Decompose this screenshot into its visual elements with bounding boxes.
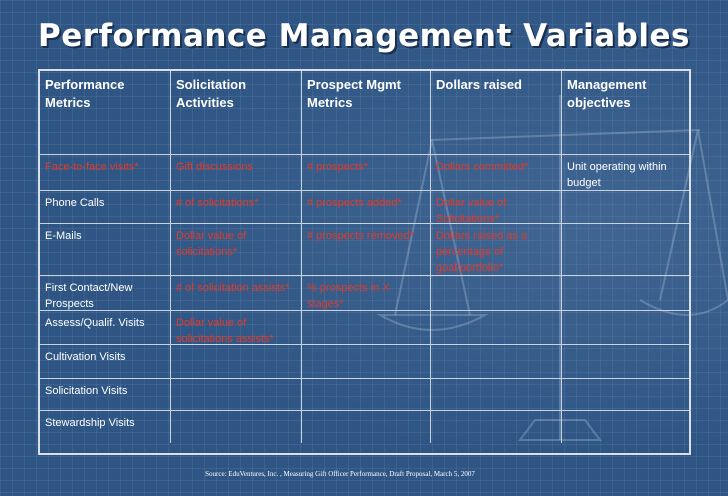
table-cell xyxy=(431,379,562,411)
table-cell: # of solicitation assists* xyxy=(171,276,302,311)
column-header: Management objectives xyxy=(562,71,689,155)
table-cell xyxy=(562,191,689,224)
table-cell: # prospects* xyxy=(302,155,431,191)
table-cell: Phone Calls xyxy=(40,191,171,224)
table-cell: Face-to-face visits* xyxy=(40,155,171,191)
table-cell: Dollar value of solicitations assists* xyxy=(171,311,302,345)
table-cell xyxy=(431,345,562,379)
table-cell: First Contact/New Prospects xyxy=(40,276,171,311)
table-cell: Dollars raised as a percentage of goal/p… xyxy=(431,224,562,276)
table-cell xyxy=(431,311,562,345)
table-cell xyxy=(562,276,689,311)
table-cell xyxy=(562,345,689,379)
table-cell: Gift discussions xyxy=(171,155,302,191)
table-cell: Unit operating within budget xyxy=(562,155,689,191)
table-cell: E-Mails xyxy=(40,224,171,276)
metrics-table: Performance Metrics Solicitation Activiti… xyxy=(38,69,691,455)
source-citation: Source: EduVentures, Inc. , Measuring Gi… xyxy=(205,470,475,478)
table-cell: Dollar value of solicitations* xyxy=(171,224,302,276)
table-cell xyxy=(171,345,302,379)
slide-title: Performance Management Variables xyxy=(38,18,690,54)
table-cell: Stewardship Visits xyxy=(40,411,171,443)
table-cell: % prospects in X stages* xyxy=(302,276,431,311)
table-cell: Cultivation Visits xyxy=(40,345,171,379)
table-cell xyxy=(302,379,431,411)
column-header: Dollars raised xyxy=(431,71,562,155)
table-cell xyxy=(562,411,689,443)
table-cell xyxy=(171,379,302,411)
table-cell xyxy=(562,311,689,345)
table-cell xyxy=(562,224,689,276)
table-cell: # of solicitations* xyxy=(171,191,302,224)
table-cell xyxy=(431,276,562,311)
table-cell: Solicitation Visits xyxy=(40,379,171,411)
table-cell xyxy=(302,345,431,379)
column-header: Performance Metrics xyxy=(40,71,171,155)
column-header: Prospect Mgmt Metrics xyxy=(302,71,431,155)
table-cell: # prospects added* xyxy=(302,191,431,224)
table-cell xyxy=(302,411,431,443)
column-header: Solicitation Activities xyxy=(171,71,302,155)
table-cell: Dollar value of Solicitations* xyxy=(431,191,562,224)
table-cell xyxy=(171,411,302,443)
table-cell xyxy=(431,411,562,443)
table-cell: Assess/Qualif. Visits xyxy=(40,311,171,345)
table-cell xyxy=(562,379,689,411)
table-cell: # prospects removed* xyxy=(302,224,431,276)
table-cell xyxy=(302,311,431,345)
table-cell: Dollars committed* xyxy=(431,155,562,191)
